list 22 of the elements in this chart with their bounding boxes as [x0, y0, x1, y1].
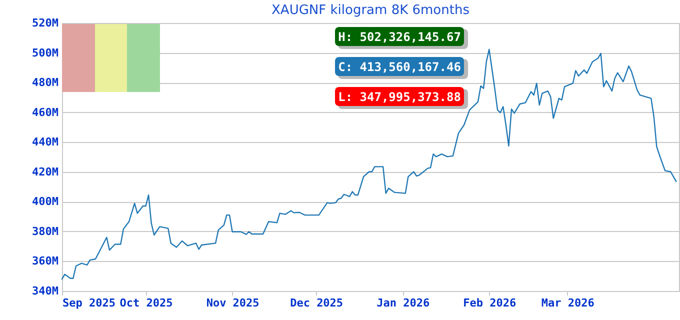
y-tick-label: 460M: [32, 106, 59, 119]
x-tick-label: Sep 2025: [62, 296, 116, 310]
x-tick-label: Dec 2025: [290, 296, 344, 310]
x-tick-label: Oct 2025: [120, 296, 173, 310]
x-tick-label: Feb 2026: [463, 296, 517, 310]
y-tick-label: 340M: [32, 284, 59, 298]
annotation: H: 502,326,145.67: [338, 30, 461, 44]
y-tick-label: 360M: [32, 254, 59, 268]
y-tick-label: 400M: [32, 195, 59, 208]
annotation: C: 413,560,167.46: [338, 60, 461, 74]
y-tick-label: 380M: [32, 224, 59, 238]
line-series: [61, 48, 677, 280]
y-tick-label: 480M: [32, 76, 59, 90]
y-tick-label: 520M: [32, 16, 59, 30]
chart-title: XAUGNF kilogram 8K 6months: [272, 3, 470, 18]
annotation: L: 347,995,373.88: [338, 90, 461, 104]
y-tick-label: 420M: [32, 165, 59, 178]
y-tick-label: 440M: [32, 136, 59, 149]
x-tick-label: Jan 2026: [376, 296, 430, 310]
x-tick-label: Nov 2025: [206, 296, 260, 310]
y-tick-label: 500M: [32, 46, 59, 60]
x-tick-label: Mar 2026: [541, 296, 595, 310]
